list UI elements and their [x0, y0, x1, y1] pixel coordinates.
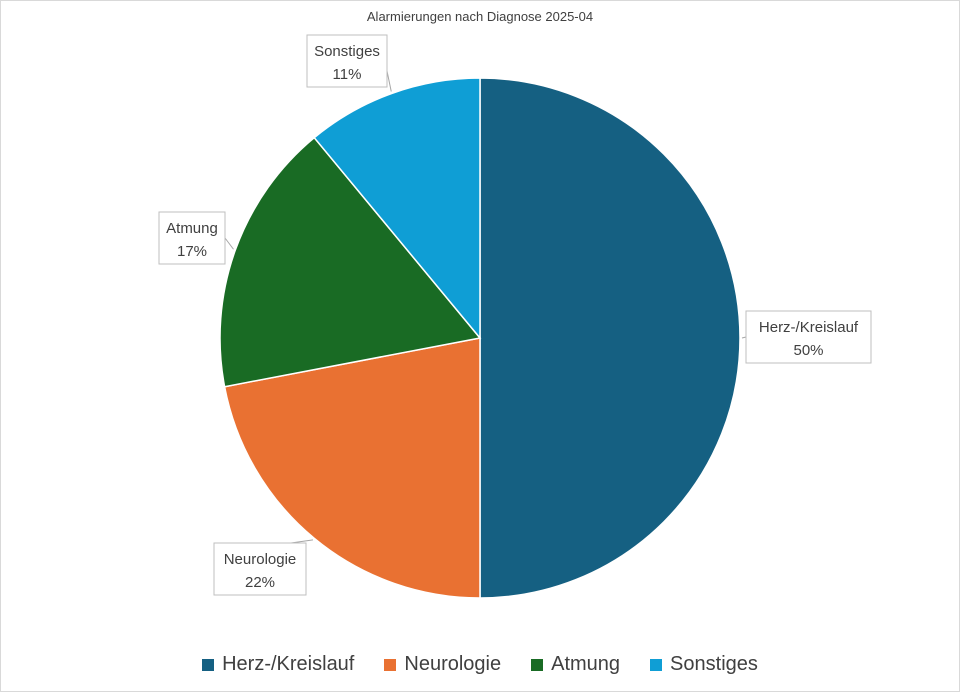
legend-label-atmung: Atmung: [551, 653, 621, 675]
chart-title: Alarmierungen nach Diagnose 2025-04: [366, 9, 594, 24]
legend-swatch-neurologie: [384, 658, 397, 671]
data-label-neurologie: Neurologie 22%: [213, 542, 307, 596]
data-label-category: Atmung: [166, 220, 218, 237]
leader-line-atmung: [224, 237, 234, 250]
legend-item-herz-kreislauf[interactable]: Herz-/Kreislauf: [202, 653, 354, 676]
data-label-box: [158, 211, 226, 265]
legend-swatch-herz-kreislauf: [202, 658, 215, 671]
leader-line-neurologie: [290, 539, 314, 544]
data-label-sonstiges: Sonstiges 11%: [306, 34, 388, 88]
data-label-box: [306, 34, 388, 88]
legend-item-neurologie[interactable]: Neurologie: [384, 653, 501, 676]
data-label-value: 50%: [793, 342, 823, 359]
legend: Herz-/Kreislauf Neurologie Atmung Sonsti…: [1, 653, 959, 676]
pie-slice-herz-kreislauf[interactable]: [479, 77, 741, 599]
legend-swatch-atmung: [531, 658, 544, 671]
leader-line-sonstiges: [386, 70, 392, 92]
data-label-category: Neurologie: [224, 551, 297, 568]
data-label-value: 22%: [245, 574, 275, 591]
legend-label-herz-kreislauf: Herz-/Kreislauf: [222, 653, 355, 675]
pie-slice-neurologie[interactable]: [223, 337, 481, 599]
pie-slice-sonstiges[interactable]: [313, 77, 481, 341]
pie-chart: Herz-/Kreislauf 50% Neurologie 22% Atmung 17%…: [158, 34, 872, 599]
legend-item-atmung[interactable]: Atmung: [531, 653, 620, 676]
pie-slices: [219, 77, 741, 599]
data-label-box: [745, 310, 872, 364]
legend-label-sonstiges: Sonstiges: [670, 653, 758, 675]
leader-lines: [224, 70, 747, 544]
data-labels: Herz-/Kreislauf 50% Neurologie 22% Atmung 17%…: [158, 34, 872, 596]
data-label-box: [213, 542, 307, 596]
legend-label-neurologie: Neurologie: [404, 653, 502, 675]
data-label-atmung: Atmung 17%: [158, 211, 226, 265]
data-label-value: 11%: [333, 66, 362, 83]
data-label-category: Herz-/Kreislauf: [759, 319, 859, 336]
leader-line-herz-kreislauf: [741, 336, 747, 339]
pie-slice-atmung[interactable]: [219, 136, 482, 388]
data-label-category: Sonstiges: [314, 43, 380, 60]
legend-item-sonstiges[interactable]: Sonstiges: [650, 653, 758, 676]
legend-swatch-sonstiges: [650, 658, 663, 671]
data-label-herz-kreislauf: Herz-/Kreislauf 50%: [745, 310, 872, 364]
data-label-value: 17%: [177, 243, 207, 260]
